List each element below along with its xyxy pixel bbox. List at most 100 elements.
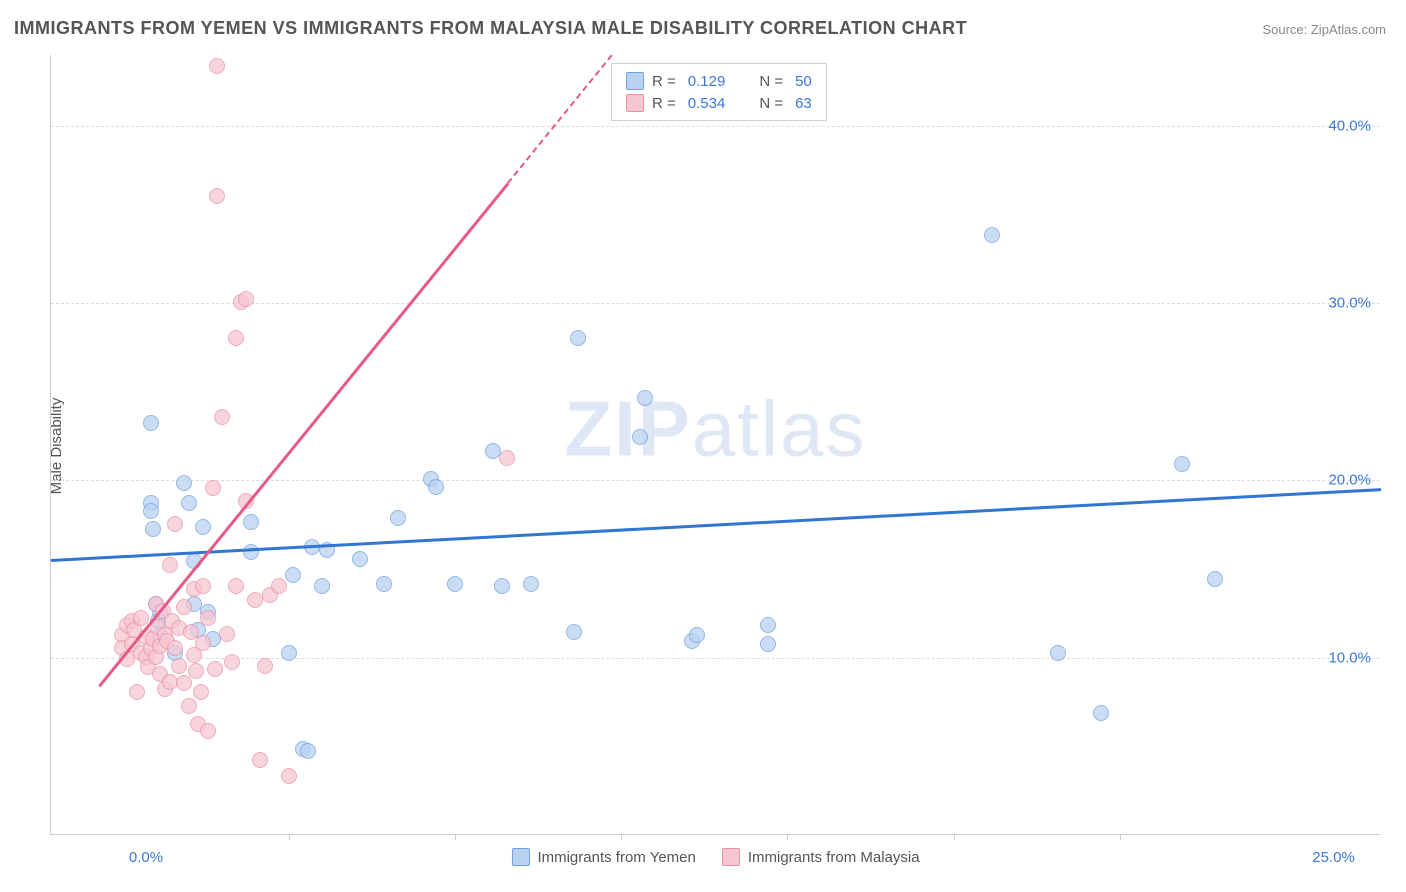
data-point-yemen: [376, 576, 392, 592]
data-point-malaysia: [214, 409, 230, 425]
data-point-malaysia: [224, 654, 240, 670]
data-point-yemen: [1207, 571, 1223, 587]
watermark-bold: ZIP: [564, 384, 691, 472]
legend-n-value: 63: [795, 95, 812, 112]
y-tick-label: 30.0%: [1328, 295, 1385, 312]
gridline-h: [51, 480, 1380, 481]
legend-n-label: N =: [759, 73, 783, 90]
data-point-yemen: [637, 390, 653, 406]
data-point-yemen: [181, 495, 197, 511]
data-point-yemen: [570, 330, 586, 346]
series-legend: Immigrants from Yemen Immigrants from Mal…: [511, 848, 919, 866]
data-point-yemen: [314, 578, 330, 594]
data-point-malaysia: [171, 658, 187, 674]
legend-r-label: R =: [652, 95, 676, 112]
legend-r-value: 0.534: [688, 95, 726, 112]
data-point-malaysia: [176, 675, 192, 691]
data-point-yemen: [352, 551, 368, 567]
x-tick-mark: [787, 834, 788, 840]
data-point-yemen: [390, 510, 406, 526]
data-point-malaysia: [228, 330, 244, 346]
data-point-malaysia: [209, 58, 225, 74]
data-point-yemen: [300, 743, 316, 759]
data-point-malaysia: [499, 450, 515, 466]
legend-item-malaysia: Immigrants from Malaysia: [722, 848, 920, 866]
data-point-yemen: [243, 514, 259, 530]
data-point-yemen: [145, 521, 161, 537]
legend-row-malaysia: R = 0.534 N = 63: [626, 92, 812, 114]
legend-swatch: [626, 72, 644, 90]
x-tick-mark: [954, 834, 955, 840]
data-point-malaysia: [209, 188, 225, 204]
legend-label: Immigrants from Yemen: [537, 849, 695, 866]
data-point-malaysia: [200, 610, 216, 626]
legend-swatch: [722, 848, 740, 866]
data-point-yemen: [760, 617, 776, 633]
legend-label: Immigrants from Malaysia: [748, 849, 920, 866]
data-point-yemen: [143, 503, 159, 519]
data-point-malaysia: [167, 516, 183, 532]
data-point-malaysia: [167, 640, 183, 656]
data-point-malaysia: [281, 768, 297, 784]
data-point-malaysia: [188, 663, 204, 679]
data-point-yemen: [566, 624, 582, 640]
data-point-malaysia: [228, 578, 244, 594]
data-point-yemen: [760, 636, 776, 652]
legend-r-label: R =: [652, 73, 676, 90]
data-point-malaysia: [238, 291, 254, 307]
data-point-malaysia: [195, 578, 211, 594]
legend-swatch: [626, 94, 644, 112]
x-tick-label: 25.0%: [1312, 849, 1355, 866]
legend-row-yemen: R = 0.129 N = 50: [626, 70, 812, 92]
data-point-yemen: [176, 475, 192, 491]
data-point-yemen: [494, 578, 510, 594]
data-point-malaysia: [207, 661, 223, 677]
correlation-legend: R = 0.129 N = 50 R = 0.534 N = 63: [611, 63, 827, 121]
gridline-h: [51, 658, 1380, 659]
data-point-yemen: [1174, 456, 1190, 472]
watermark: ZIPatlas: [564, 383, 866, 474]
data-point-malaysia: [193, 684, 209, 700]
data-point-malaysia: [257, 658, 273, 674]
legend-r-value: 0.129: [688, 73, 726, 90]
y-tick-label: 40.0%: [1328, 117, 1385, 134]
data-point-malaysia: [219, 626, 235, 642]
data-point-malaysia: [195, 635, 211, 651]
x-tick-label: 0.0%: [129, 849, 163, 866]
trend-line-malaysia: [99, 55, 612, 686]
data-point-yemen: [523, 576, 539, 592]
data-point-malaysia: [252, 752, 268, 768]
data-point-yemen: [984, 227, 1000, 243]
data-point-yemen: [689, 627, 705, 643]
data-point-yemen: [447, 576, 463, 592]
y-tick-label: 20.0%: [1328, 472, 1385, 489]
data-point-yemen: [1050, 645, 1066, 661]
data-point-malaysia: [176, 599, 192, 615]
data-point-yemen: [281, 645, 297, 661]
y-tick-label: 10.0%: [1328, 649, 1385, 666]
legend-n-label: N =: [759, 95, 783, 112]
x-tick-mark: [621, 834, 622, 840]
x-tick-mark: [1120, 834, 1121, 840]
data-point-malaysia: [181, 698, 197, 714]
data-point-malaysia: [205, 480, 221, 496]
data-point-malaysia: [162, 557, 178, 573]
data-point-yemen: [285, 567, 301, 583]
data-point-yemen: [195, 519, 211, 535]
gridline-h: [51, 126, 1380, 127]
x-tick-mark: [455, 834, 456, 840]
legend-swatch: [511, 848, 529, 866]
source-label: Source: ZipAtlas.com: [1262, 22, 1386, 37]
data-point-yemen: [428, 479, 444, 495]
data-point-malaysia: [271, 578, 287, 594]
data-point-yemen: [143, 415, 159, 431]
data-point-yemen: [1093, 705, 1109, 721]
data-point-malaysia: [200, 723, 216, 739]
data-point-yemen: [632, 429, 648, 445]
legend-n-value: 50: [795, 73, 812, 90]
x-tick-mark: [289, 834, 290, 840]
data-point-malaysia: [129, 684, 145, 700]
chart-title: IMMIGRANTS FROM YEMEN VS IMMIGRANTS FROM…: [14, 18, 967, 39]
legend-item-yemen: Immigrants from Yemen: [511, 848, 695, 866]
watermark-light: atlas: [692, 384, 867, 472]
